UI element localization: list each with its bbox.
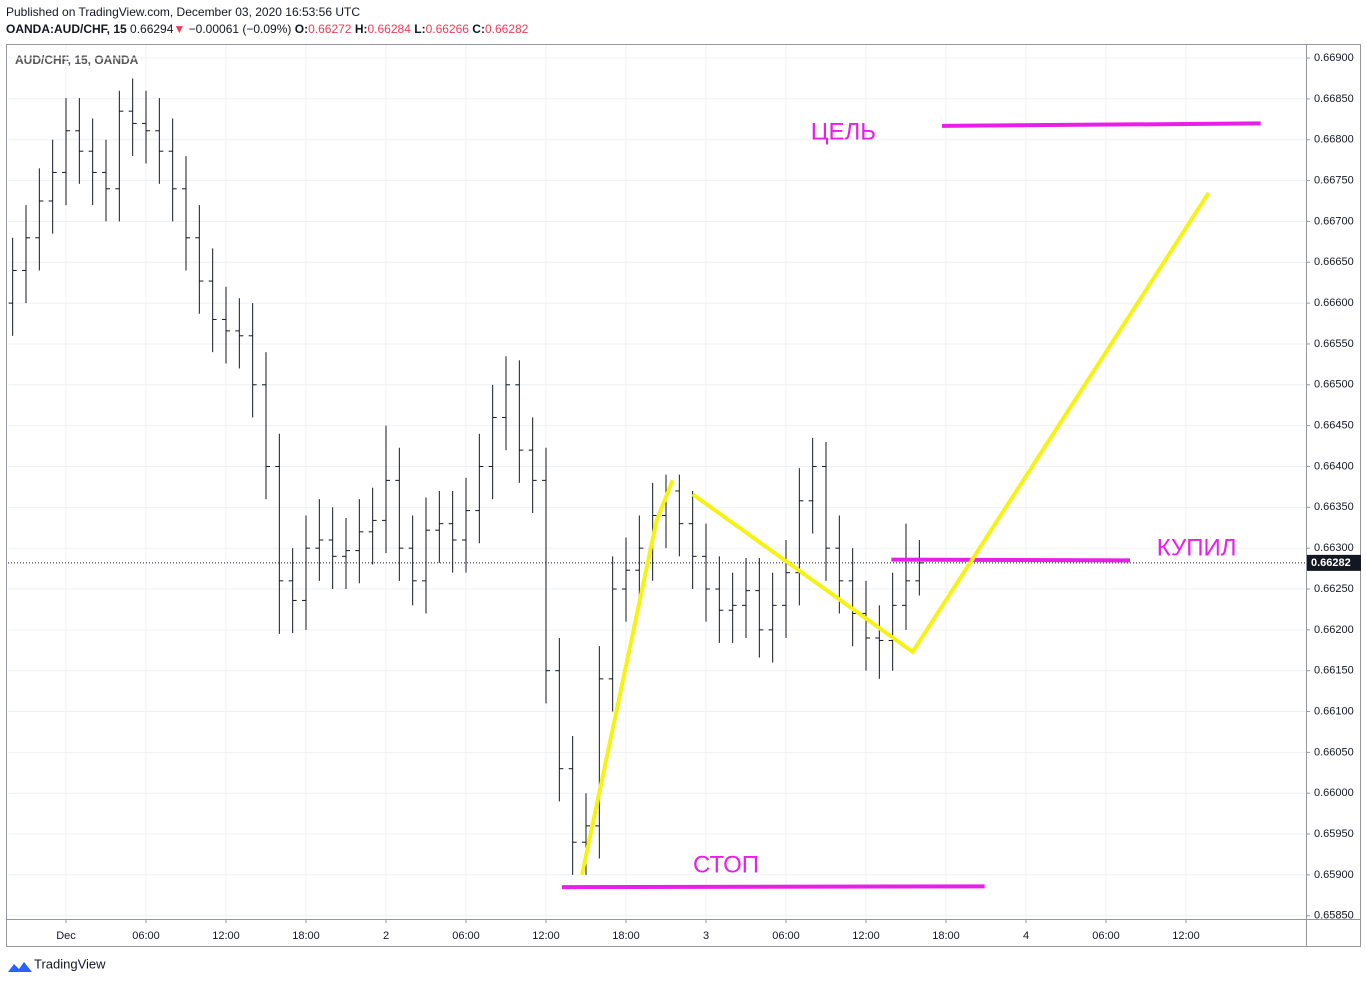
x-tick-label: 18:00 (292, 930, 320, 942)
x-tick-label: 06:00 (772, 930, 800, 942)
legend: AUD/CHF, 15, OANDA (15, 53, 139, 67)
drawing-line (580, 479, 675, 876)
y-tick-label: 0.66750 (1314, 174, 1354, 186)
x-tick-label: 4 (1023, 930, 1029, 942)
l-label: L: (414, 22, 426, 36)
y-tick-label: 0.66700 (1314, 215, 1354, 227)
change: −0.00061 (−0.09%) (188, 22, 292, 36)
x-tick-label: 06:00 (132, 930, 160, 942)
y-tick-label: 0.65900 (1314, 869, 1354, 881)
c-label: C: (472, 22, 485, 36)
y-tick-label: 0.66350 (1314, 501, 1354, 513)
x-tick-label: Dec (56, 930, 76, 942)
h-label: H: (354, 22, 368, 36)
y-tick-label: 0.66300 (1314, 542, 1354, 554)
y-tick-label: 0.66550 (1314, 338, 1354, 350)
arrow: ▼ (173, 22, 186, 36)
symbol-line: OANDA:AUD/CHF, 15 0.66294▼ −0.00061 (−0.… (6, 22, 528, 36)
l-value: 0.66266 (425, 22, 469, 36)
chart-frame (6, 44, 1361, 947)
x-tick-label: 06:00 (452, 930, 480, 942)
y-tick-label: 0.66850 (1314, 93, 1354, 105)
price: 0.66294 (130, 22, 174, 36)
annotation: СТОП (693, 851, 759, 878)
x-tick-label: 12:00 (852, 930, 880, 942)
o-value: 0.66272 (308, 22, 352, 36)
y-tick-label: 0.66450 (1314, 420, 1354, 432)
drawing-line (941, 121, 1261, 128)
x-tick-label: 18:00 (932, 930, 960, 942)
y-tick-label: 0.66900 (1314, 52, 1354, 64)
y-tick-label: 0.65950 (1314, 828, 1354, 840)
brand: TradingView (34, 956, 106, 971)
y-tick-label: 0.66600 (1314, 297, 1354, 309)
y-tick-label: 0.66200 (1314, 624, 1354, 636)
y-tick-label: 0.66500 (1314, 379, 1354, 391)
x-tick-label: 12:00 (212, 930, 240, 942)
drawing-line (561, 884, 985, 890)
o-label: O: (294, 22, 309, 36)
c-value: 0.66282 (484, 22, 529, 36)
x-tick-label: 12:00 (1172, 930, 1200, 942)
x-tick-label: 2 (383, 930, 389, 942)
published: Published on TradingView.com, December 0… (6, 5, 360, 19)
annotation: ЦЕЛЬ (811, 119, 876, 146)
last-price-box (1307, 554, 1361, 571)
y-tick-label: 0.66000 (1314, 787, 1354, 799)
y-tick-label: 0.66100 (1314, 705, 1354, 717)
y-tick-label: 0.65850 (1314, 910, 1354, 922)
h-value: 0.66284 (367, 22, 411, 36)
x-tick-label: 06:00 (1092, 930, 1120, 942)
x-tick-label: 12:00 (532, 930, 560, 942)
annotation: КУПИЛ (1157, 534, 1237, 561)
logo (8, 962, 32, 972)
last-price-label: 0.66282 (1311, 557, 1351, 569)
y-tick-label: 0.66050 (1314, 746, 1354, 758)
y-tick-label: 0.66800 (1314, 134, 1354, 146)
drawing-line (891, 557, 1131, 563)
x-tick-label: 3 (703, 930, 709, 942)
y-tick-label: 0.66250 (1314, 583, 1354, 595)
y-tick-label: 0.66400 (1314, 460, 1354, 472)
x-tick-label: 18:00 (612, 930, 640, 942)
y-tick-label: 0.66650 (1314, 256, 1354, 268)
y-tick-label: 0.66150 (1314, 665, 1354, 677)
drawing-line (691, 191, 1211, 655)
symbol: OANDA:AUD/CHF, 15 (6, 22, 127, 36)
